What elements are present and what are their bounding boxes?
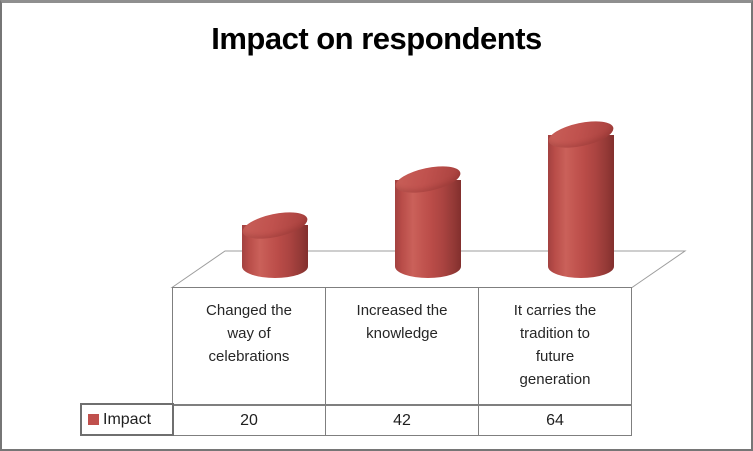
legend-color-swatch bbox=[88, 414, 99, 425]
legend: Impact bbox=[80, 403, 174, 436]
value-cell-2: 42 bbox=[325, 406, 478, 435]
cylinder-body bbox=[548, 134, 615, 266]
category-label-3: It carries the tradition to future gener… bbox=[478, 288, 631, 404]
category-label-2: Increased the knowledge bbox=[325, 288, 478, 404]
category-label-1: Changed the way of celebrations bbox=[206, 302, 292, 365]
value-cell-3: 64 bbox=[478, 406, 631, 435]
chart-title: Impact on respondents bbox=[211, 21, 542, 56]
category-axis-table: Changed the way of celebrations Increase… bbox=[172, 287, 632, 405]
data-table-value-row: 20 42 64 bbox=[172, 405, 632, 436]
cylinder-body bbox=[395, 179, 461, 266]
value-cell-1: 20 bbox=[240, 411, 258, 429]
legend-label: Impact bbox=[103, 410, 152, 428]
